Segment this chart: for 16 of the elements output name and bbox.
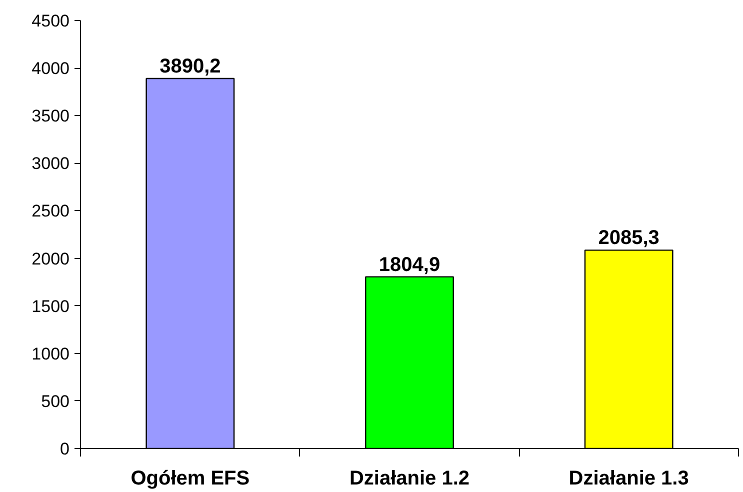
y-tick-label: 4000 <box>32 59 70 78</box>
y-tick-label: 3000 <box>32 154 70 174</box>
y-tick-label: 4500 <box>32 12 70 30</box>
y-tick-label: 2000 <box>32 249 70 268</box>
y-tick-label: 1500 <box>32 296 70 316</box>
data-label: 3890,2 <box>160 56 221 78</box>
y-tick-label: 0 <box>60 440 70 458</box>
x-tick-label: Działanie 1.2 <box>349 468 470 490</box>
x-tick-label: Ogółem EFS <box>130 468 250 490</box>
x-tick-label: Działanie 1.3 <box>568 468 689 490</box>
y-tick-label: 2500 <box>32 202 70 221</box>
data-label: 1804,9 <box>378 254 440 276</box>
y-tick-label: 1000 <box>32 344 70 364</box>
y-tick-label: 3500 <box>32 106 70 126</box>
y-tick-label: 500 <box>41 392 70 411</box>
data-label: 2085,3 <box>598 227 660 250</box>
